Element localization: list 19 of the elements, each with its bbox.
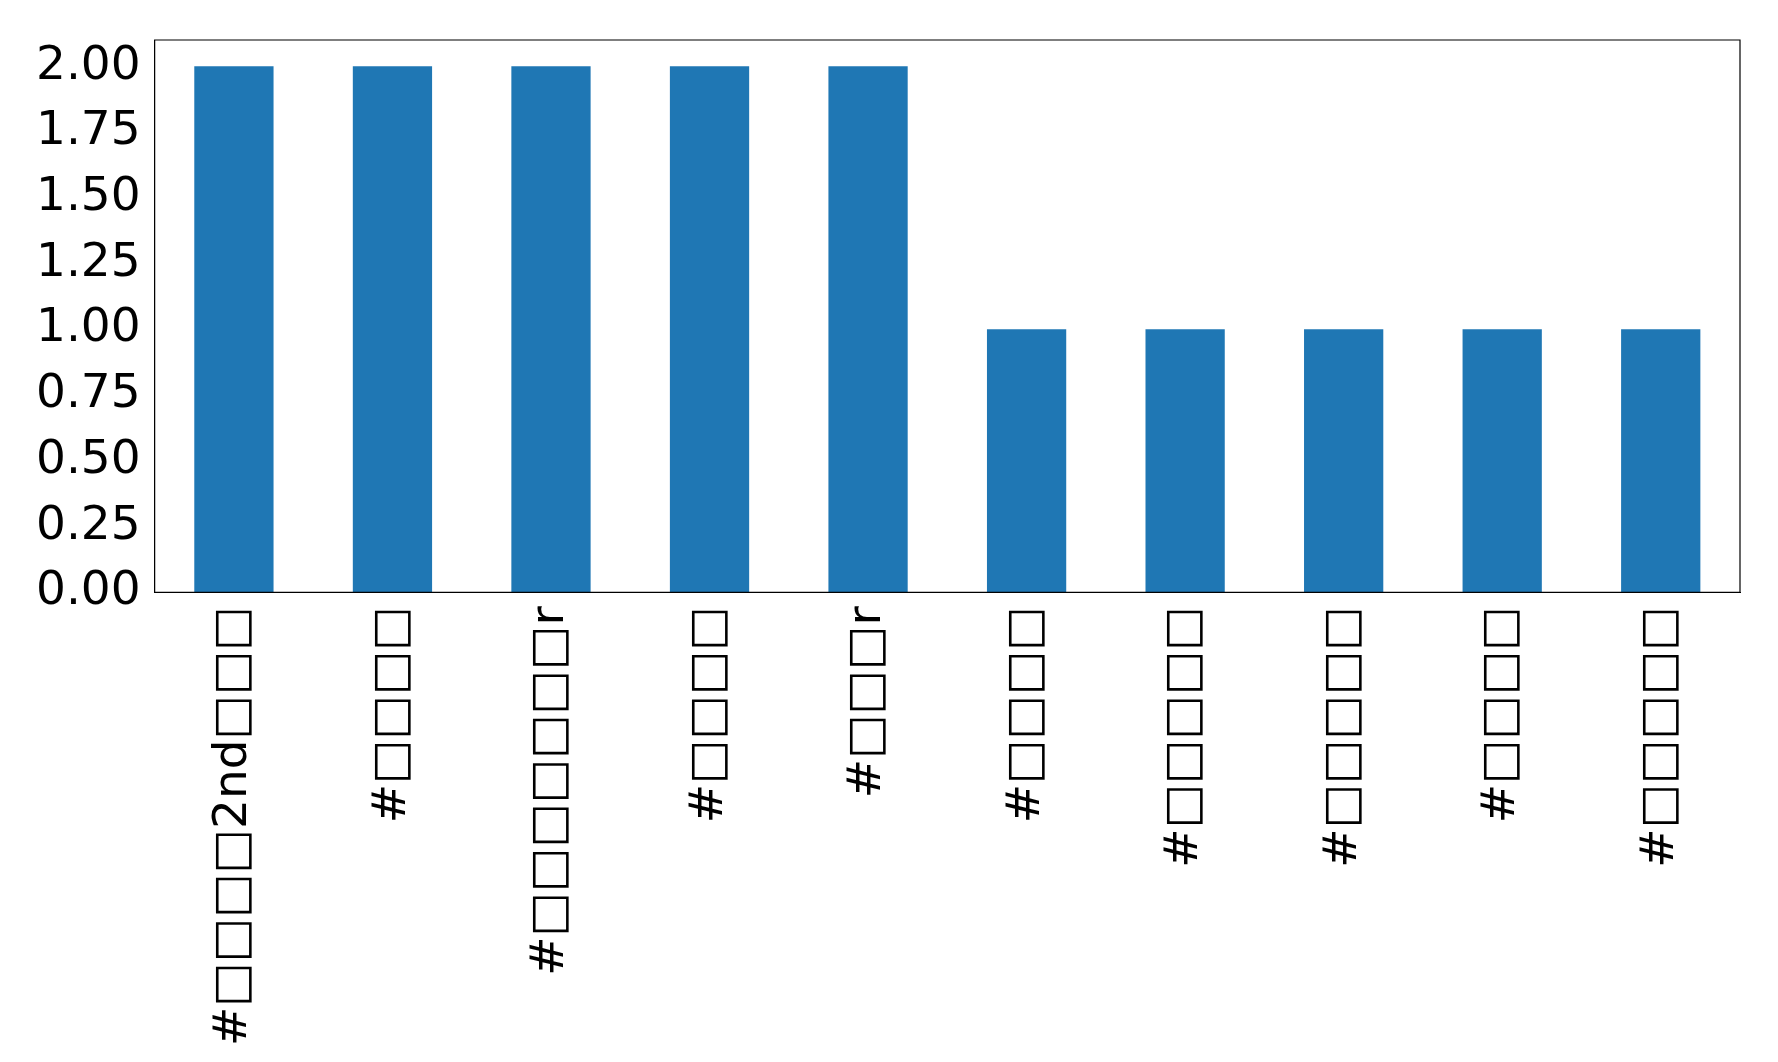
y-tick-label: 0.75 <box>35 363 141 419</box>
x-tick-label: #□□□□□□□r <box>519 605 575 976</box>
x-tick-label: #□□□□□ <box>1628 606 1684 868</box>
x-tick-label: #□□□□2nd□□□ <box>202 606 258 1047</box>
y-tick-label: 0.50 <box>35 428 141 484</box>
y-tick-label: 2.00 <box>35 34 141 90</box>
x-tick-label: #□□□r <box>836 605 892 799</box>
x-tick-label: #□□□□ <box>994 606 1050 824</box>
y-tick-label: 1.25 <box>35 231 141 287</box>
y-tick-label: 1.75 <box>35 100 141 156</box>
x-tick-label: #□□□□ <box>677 606 733 824</box>
y-tick-label: 1.00 <box>35 297 141 353</box>
y-tick-label: 1.50 <box>35 165 141 221</box>
y-tick-label: 0.00 <box>35 560 141 616</box>
x-tick-label: #□□□□ <box>360 606 416 824</box>
y-tick-label: 0.25 <box>35 494 141 550</box>
x-tick-label: #□□□□□ <box>1311 606 1367 868</box>
x-tick-label: #□□□□□ <box>1153 606 1209 868</box>
x-tick-label: #□□□□ <box>1470 606 1526 824</box>
